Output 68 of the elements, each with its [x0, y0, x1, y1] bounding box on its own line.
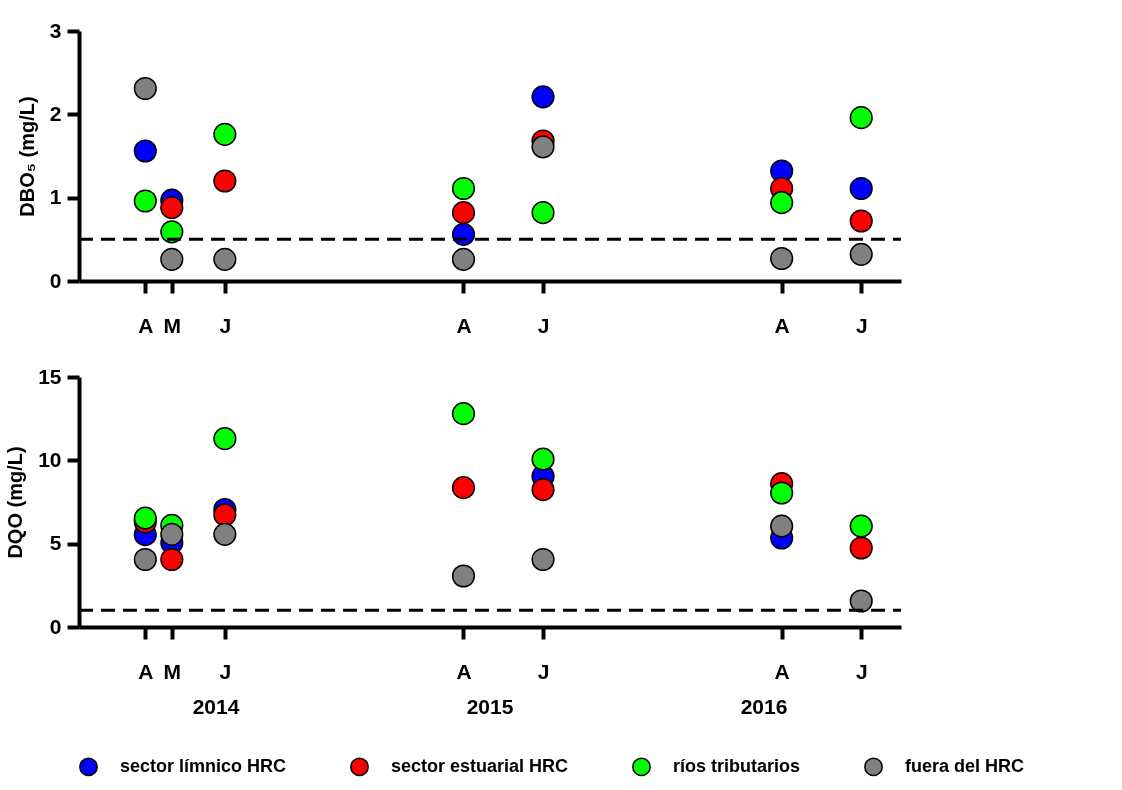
legend-label: sector estuarial HRC	[391, 755, 569, 776]
y-tick-label: 3	[49, 18, 62, 42]
legend-label: fuera del HRC	[905, 755, 1025, 776]
x-tick-label: J	[219, 313, 232, 337]
legend-label: sector límnico HRC	[120, 755, 287, 776]
point	[770, 246, 794, 271]
y-axis-title: DBO₅ (mg/L)	[15, 96, 38, 217]
point	[213, 503, 237, 527]
y-tick-label: 15	[38, 364, 62, 388]
x-tick-label: A	[138, 659, 154, 683]
point	[531, 85, 555, 109]
point	[160, 247, 184, 271]
point	[451, 176, 476, 201]
point	[770, 191, 794, 215]
point	[770, 514, 794, 538]
x-tick-label: J	[219, 659, 232, 683]
point	[160, 522, 184, 546]
point	[213, 522, 237, 546]
point	[849, 589, 873, 613]
y-tick-label: 0	[49, 614, 62, 638]
y-tick-label: 1	[49, 185, 62, 209]
point	[770, 481, 794, 505]
point	[531, 447, 555, 471]
point	[213, 122, 237, 146]
point	[451, 247, 476, 271]
point	[849, 242, 873, 266]
y-tick-label: 10	[38, 447, 62, 471]
x-tick-label: A	[774, 313, 790, 337]
y-tick-label: 5	[49, 531, 62, 555]
point	[133, 139, 157, 163]
point	[531, 547, 555, 572]
text: 2016	[740, 695, 788, 718]
point	[849, 536, 873, 560]
x-tick-label: J	[855, 659, 868, 683]
point	[531, 478, 555, 502]
x-tick-label: M	[163, 659, 182, 683]
point	[133, 547, 157, 572]
point	[213, 427, 237, 451]
point	[849, 514, 873, 538]
legend-label: ríos tributarios	[673, 755, 801, 776]
text: 2014	[192, 695, 240, 718]
x-tick-label: A	[456, 313, 472, 337]
point	[451, 402, 476, 426]
point	[451, 201, 476, 225]
point	[213, 169, 237, 193]
point	[160, 196, 184, 220]
x-tick-label: J	[537, 313, 550, 337]
point	[451, 476, 476, 500]
point	[849, 106, 873, 130]
x-tick-label: J	[537, 659, 550, 683]
point	[213, 247, 237, 271]
x-tick-label: J	[855, 313, 868, 337]
point	[133, 189, 157, 213]
point	[160, 547, 184, 572]
point	[451, 564, 476, 588]
point	[531, 201, 555, 225]
y-tick-label: 0	[49, 268, 62, 292]
point	[133, 76, 157, 101]
point	[849, 176, 873, 201]
y-tick-label: 2	[49, 101, 62, 125]
x-tick-label: A	[774, 659, 790, 683]
x-tick-label: M	[163, 313, 182, 337]
y-axis-title: DQO (mg/L)	[4, 446, 27, 559]
text: 2015	[466, 695, 514, 718]
point	[531, 135, 555, 159]
point	[849, 209, 873, 233]
x-tick-label: A	[456, 659, 472, 683]
x-tick-label: A	[138, 313, 154, 337]
